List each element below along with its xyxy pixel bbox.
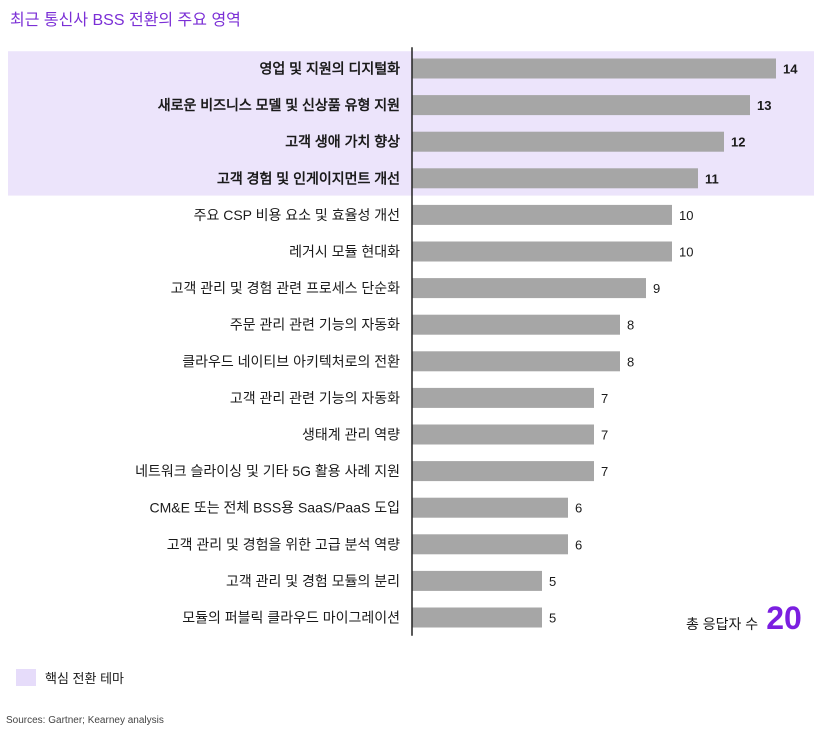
chart-title: 최근 통신사 BSS 전환의 주요 영역 — [10, 12, 241, 29]
value-label: 9 — [653, 281, 660, 296]
bar — [412, 278, 646, 299]
bar — [412, 314, 620, 335]
value-label: 12 — [731, 135, 745, 150]
bar — [412, 168, 698, 189]
category-label: 고객 관리 관련 기능의 자동화 — [230, 390, 400, 406]
value-label: 5 — [549, 574, 556, 589]
bar — [412, 570, 542, 591]
bar — [412, 95, 750, 116]
value-label: 6 — [575, 501, 582, 516]
value-label: 7 — [601, 464, 608, 479]
bar — [412, 497, 568, 518]
bar — [412, 131, 724, 152]
category-label: 새로운 비즈니스 모델 및 신상품 유형 지원 — [158, 97, 400, 113]
category-label: 생태계 관리 역량 — [302, 427, 400, 443]
value-label: 7 — [601, 391, 608, 406]
bar — [412, 351, 620, 372]
legend: 핵심 전환 테마 — [16, 668, 124, 687]
bar — [412, 607, 542, 628]
value-label: 8 — [627, 318, 634, 333]
bar — [412, 241, 672, 262]
value-label: 5 — [549, 611, 556, 626]
legend-label: 핵심 전환 테마 — [45, 671, 124, 686]
bar-chart: 영업 및 지원의 디지털화 14 새로운 비즈니스 모델 및 신상품 유형 지원 13… — [8, 47, 814, 636]
category-label: 영업 및 지원의 디지털화 — [260, 61, 401, 77]
value-label: 8 — [627, 354, 634, 369]
value-label: 14 — [783, 62, 798, 77]
bar — [412, 387, 594, 408]
category-label: 고객 경험 및 인게이지먼트 개선 — [217, 170, 400, 186]
category-label: 네트워크 슬라이싱 및 기타 5G 활용 사례 지원 — [135, 463, 400, 479]
legend-swatch — [16, 669, 36, 686]
category-label: 모듈의 퍼블릭 클라우드 마이그레이션 — [182, 610, 400, 626]
total-respondents: 총 응답자 수 20 — [686, 600, 802, 637]
category-label: 주요 CSP 비용 요소 및 효율성 개선 — [194, 207, 400, 223]
category-label: 클라우드 네이티브 아키텍처로의 전환 — [182, 353, 400, 369]
bar — [412, 204, 672, 225]
category-label: 고객 관리 및 경험 관련 프로세스 단순화 — [171, 280, 401, 296]
category-label: 주문 관리 관련 기능의 자동화 — [230, 317, 400, 333]
source-note: Sources: Gartner; Kearney analysis — [6, 715, 164, 726]
bar — [412, 534, 568, 555]
bar — [412, 424, 594, 445]
total-respondents-value: 20 — [766, 600, 802, 636]
value-label: 7 — [601, 428, 608, 443]
category-label: 고객 생애 가치 향상 — [285, 134, 400, 150]
total-respondents-label: 총 응답자 수 — [686, 616, 759, 632]
category-label: 고객 관리 및 경험을 위한 고급 분석 역량 — [167, 536, 400, 552]
value-label: 11 — [705, 171, 719, 186]
value-label: 13 — [757, 98, 771, 113]
value-label: 10 — [679, 245, 693, 260]
category-label: 고객 관리 및 경험 모듈의 분리 — [226, 573, 400, 589]
value-label: 6 — [575, 537, 582, 552]
bar — [412, 461, 594, 482]
category-label: CM&E 또는 전체 BSS용 SaaS/PaaS 도입 — [150, 500, 400, 516]
category-label: 레거시 모듈 현대화 — [289, 244, 400, 260]
value-label: 10 — [679, 208, 693, 223]
bar — [412, 58, 776, 79]
